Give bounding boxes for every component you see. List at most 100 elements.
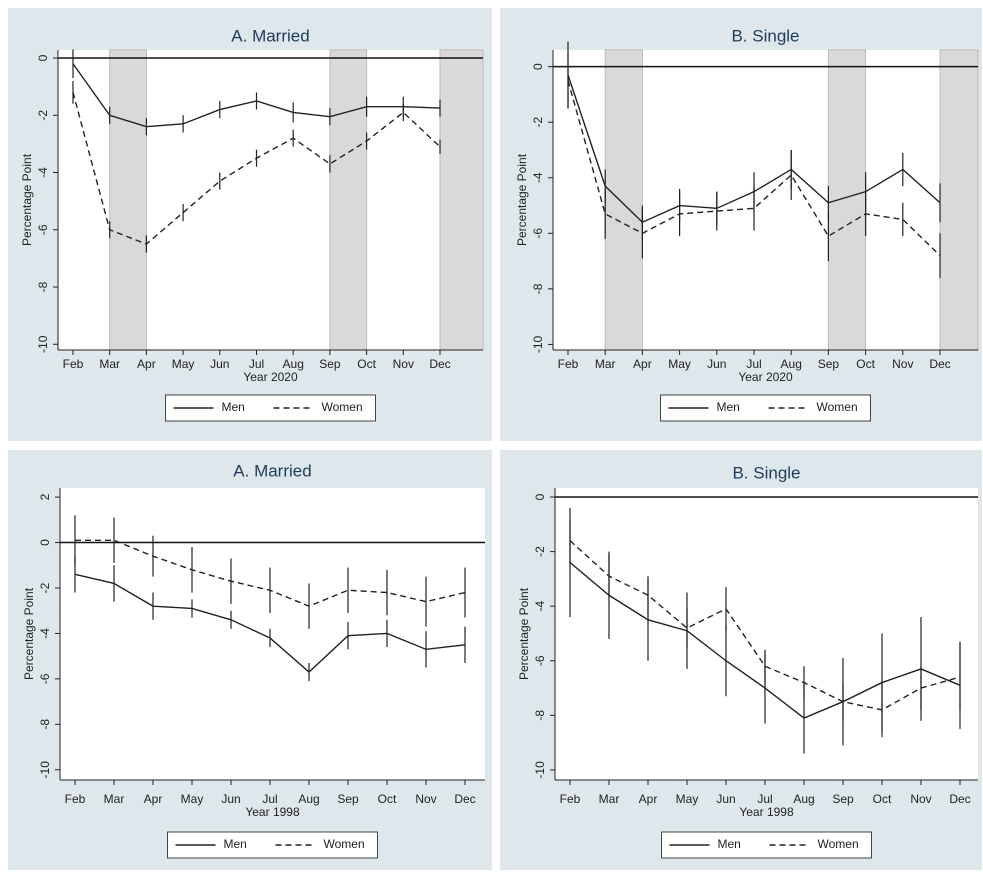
x-tick-label: Mar [99,357,120,371]
y-tick-label: -6 [36,224,50,235]
y-tick-label: -6 [38,673,52,684]
x-tick-label: Aug [781,357,802,371]
x-tick-label: Jun [716,792,735,806]
y-tick-label: -8 [533,710,547,721]
y-axis-label: Percentage Point [22,587,36,680]
y-tick-label: -6 [533,655,547,666]
x-tick-label: Oct [357,357,376,371]
x-tick-label: Apr [144,792,163,806]
x-tick-label: Feb [560,792,581,806]
shaded-span [827,49,867,351]
x-axis-label: Year 2020 [738,370,793,384]
y-tick-label: 0 [36,54,50,61]
x-tick-label: Aug [283,357,304,371]
x-tick-label: Dec [454,792,475,806]
y-tick-label: -2 [36,110,50,121]
x-tick-label: Oct [856,357,875,371]
x-tick-label: Mar [104,792,125,806]
x-tick-label: Apr [639,792,658,806]
x-axis-label: Year 1998 [245,805,300,819]
y-tick-label: -10 [531,335,545,353]
x-tick-label: May [668,357,691,371]
series-line [567,80,941,257]
x-tick-label: May [172,357,195,371]
x-tick-label: Jul [249,357,264,371]
x-tick-label: Mar [595,357,616,371]
y-tick-label: -10 [38,761,52,779]
series-line [569,540,961,711]
x-tick-label: Feb [558,357,579,371]
legend-label: Men [222,400,245,414]
y-tick-label: -10 [533,761,547,779]
y-axis-label: Percentage Point [20,153,34,246]
x-tick-label: May [181,792,204,806]
x-tick-label: May [676,792,699,806]
x-tick-label: Feb [65,792,86,806]
shaded-span [939,49,979,351]
x-tick-label: Feb [63,357,84,371]
x-tick-label: Nov [415,792,436,806]
legend-label: Women [324,837,365,851]
x-tick-label: Nov [892,357,913,371]
x-tick-label: Mar [599,792,620,806]
x-axis-label: Year 1998 [739,805,794,819]
x-tick-label: Jun [707,357,726,371]
x-tick-label: Apr [137,357,156,371]
y-tick-label: 0 [531,63,545,70]
chart-title: A. Married [233,461,311,480]
x-tick-label: Nov [393,357,414,371]
y-axis-label: Percentage Point [517,587,531,680]
y-tick-label: 0 [533,493,547,500]
y-tick-label: -4 [38,628,52,639]
y-tick-label: 2 [38,493,52,500]
x-tick-label: Aug [298,792,319,806]
x-tick-label: Jul [746,357,761,371]
y-axis-label: Percentage Point [515,153,529,246]
y-tick-label: -8 [36,281,50,292]
x-tick-label: Dec [429,357,450,371]
chart-title: B. Single [731,26,799,45]
plot-area [555,488,978,780]
x-tick-label: Dec [929,357,950,371]
legend-label: Men [717,400,740,414]
y-tick-label: -8 [531,283,545,294]
x-tick-label: Oct [378,792,397,806]
y-tick-label: -2 [531,117,545,128]
y-tick-label: -4 [533,601,547,612]
x-axis-label: Year 2020 [243,370,298,384]
y-tick-label: 0 [38,539,52,546]
shaded-span [109,49,147,351]
legend-label: Men [718,837,741,851]
x-tick-label: Dec [949,792,970,806]
y-tick-label: -4 [531,172,545,183]
y-tick-label: -2 [38,582,52,593]
y-tick-label: -6 [531,228,545,239]
x-tick-label: Nov [910,792,931,806]
chart-title: A. Married [231,26,309,45]
y-tick-label: -4 [36,167,50,178]
shaded-span [604,49,643,351]
y-tick-label: -2 [533,546,547,557]
legend-label: Women [322,400,363,414]
x-tick-label: Sep [832,792,854,806]
x-tick-label: Jun [221,792,240,806]
x-tick-label: Sep [319,357,341,371]
legend-label: Men [224,837,247,851]
y-tick-label: -10 [36,335,50,353]
x-tick-label: Oct [873,792,892,806]
shaded-span [439,49,484,351]
x-tick-label: Jun [210,357,229,371]
y-tick-label: -8 [38,719,52,730]
x-tick-label: Apr [633,357,652,371]
legend-label: Women [817,400,858,414]
shaded-span [329,49,368,351]
x-tick-label: Sep [337,792,359,806]
x-tick-label: Aug [793,792,814,806]
x-tick-label: Sep [818,357,840,371]
x-tick-label: Jul [262,792,277,806]
x-tick-label: Jul [757,792,772,806]
plot-area [60,488,485,780]
legend-label: Women [818,837,859,851]
